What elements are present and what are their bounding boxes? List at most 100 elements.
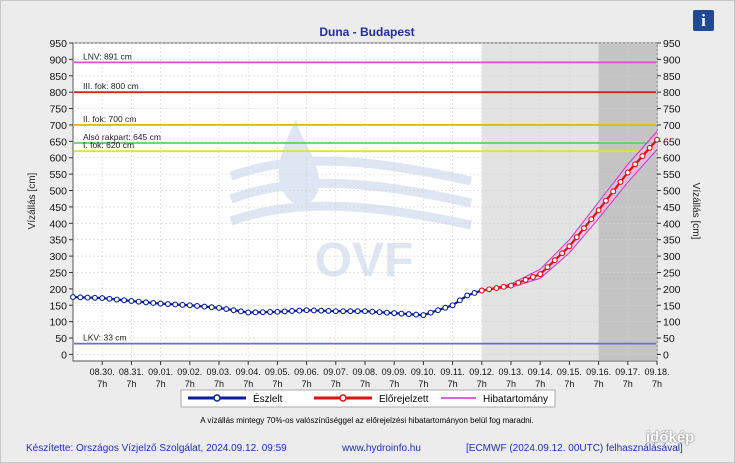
observed-point [289,308,295,314]
forecast-point [632,161,639,168]
observed-point [340,308,347,315]
x-tick-time: 7h [535,379,545,389]
forecast-point [566,243,573,250]
y-tick-label: 650 [663,136,681,148]
y-tick-label: 900 [49,54,67,66]
x-tick-label: 09.15. [557,367,582,377]
observed-point [318,307,325,314]
x-tick-label: 09.01. [148,367,173,377]
observed-point [84,294,91,301]
y-tick-label: 200 [663,284,681,296]
y-tick-label: 650 [49,136,67,148]
idokep-credit: időkép [646,429,695,446]
forecast-point [573,234,580,241]
observed-point [332,308,339,315]
y-tick-label: 600 [663,153,681,165]
x-tick-label: 09.09. [382,367,407,377]
observed-point [296,307,303,314]
observed-point [91,294,98,301]
y-tick-label: 200 [49,284,67,296]
observed-point [106,295,113,302]
y-axis-left: 0 50 100 150 200 250 300 350 400 450 500 550 600 650 7… [49,38,73,361]
observed-point [274,308,281,315]
x-tick-time: 7h [243,379,253,389]
y-tick-label: 400 [663,218,681,230]
y-tick-label: 950 [663,38,681,50]
forecast-point [602,197,609,204]
y-tick-label: 50 [663,333,675,345]
y-tick-label: 0 [663,349,669,361]
x-axis: 08.30. 7h 08.31. 7h 09.01. 7h 09.02. 7h 09.03. 7h… [90,361,670,389]
observed-point [121,297,128,304]
y-tick-label: 950 [49,38,67,50]
x-tick-time: 7h [185,379,195,389]
x-tick-time: 7h [214,379,224,389]
x-tick-time: 7h [302,379,312,389]
footer-link[interactable]: www.hydroinfo.hu [341,443,421,454]
observed-point [70,294,76,301]
observed-point [194,302,201,309]
forecast-point [500,283,507,290]
footer-source: [ECMWF (2024.09.12. 00UTC) felhasználásá… [466,443,683,454]
threshold-label: Alsó rakpart: 645 cm [83,132,161,142]
y-tick-label: 300 [663,251,681,263]
forecast-point [544,264,551,271]
x-tick-label: 08.30. [90,367,115,377]
observed-point [391,310,398,317]
observed-point [420,312,427,319]
y-tick-label: 0 [61,349,67,361]
observed-point [362,308,368,315]
observed-point [223,306,230,312]
y-tick-label: 350 [49,235,67,247]
x-tick-label: 09.17. [615,367,640,377]
observed-point [449,302,456,309]
x-tick-label: 08.31. [119,367,144,377]
y-tick-label: 150 [49,300,67,312]
observed-point [201,303,208,310]
y-axis-label-left: Vízállás [cm] [27,172,38,229]
y-tick-label: 500 [663,186,681,198]
y-axis-label-right: Vízállás [cm] [690,183,701,240]
forecast-point [522,276,529,283]
threshold-label: LNV: 891 cm [83,51,132,61]
x-tick-label: 09.13. [498,367,523,377]
forecast-point [493,285,500,292]
y-tick-label: 700 [49,120,67,132]
forecast-point [639,153,646,160]
info-icon[interactable]: i [693,10,714,31]
x-tick-label: 09.04. [236,367,261,377]
x-tick-time: 7h [331,379,341,389]
forecast-point [581,225,587,232]
threshold-lines: LNV: 891 cm III. fok: 800 cm II. fok: 700 … [74,51,656,345]
footer-author: Készítette: Országos Vízjelző Szolgálat,… [26,443,287,454]
x-tick-time: 7h [564,379,574,389]
x-tick-label: 09.14. [528,367,553,377]
x-tick-label: 09.02. [177,367,202,377]
x-tick-time: 7h [156,379,166,389]
y-tick-label: 550 [663,169,681,181]
y-tick-label: 800 [49,87,67,99]
y-tick-label: 250 [663,267,681,279]
y-tick-label: 100 [49,317,67,329]
forecast-point [646,144,653,151]
observed-point [252,309,259,316]
observed-point [456,297,463,304]
y-tick-label: 700 [663,120,681,132]
x-tick-time: 7h [477,379,487,389]
observed-point [471,290,478,296]
observed-point [245,309,252,316]
observed-point [113,296,120,303]
observed-point [281,308,288,315]
y-tick-label: 900 [663,54,681,66]
y-tick-label: 150 [663,300,681,312]
x-tick-time: 7h [389,379,399,389]
y-tick-label: 550 [49,169,67,181]
forecast-point [595,207,602,214]
x-tick-time: 7h [594,379,604,389]
observed-point [413,311,420,318]
forecast-point [537,271,544,278]
y-tick-label: 350 [663,235,681,247]
y-tick-label: 850 [49,71,67,83]
observed-point [77,294,84,301]
